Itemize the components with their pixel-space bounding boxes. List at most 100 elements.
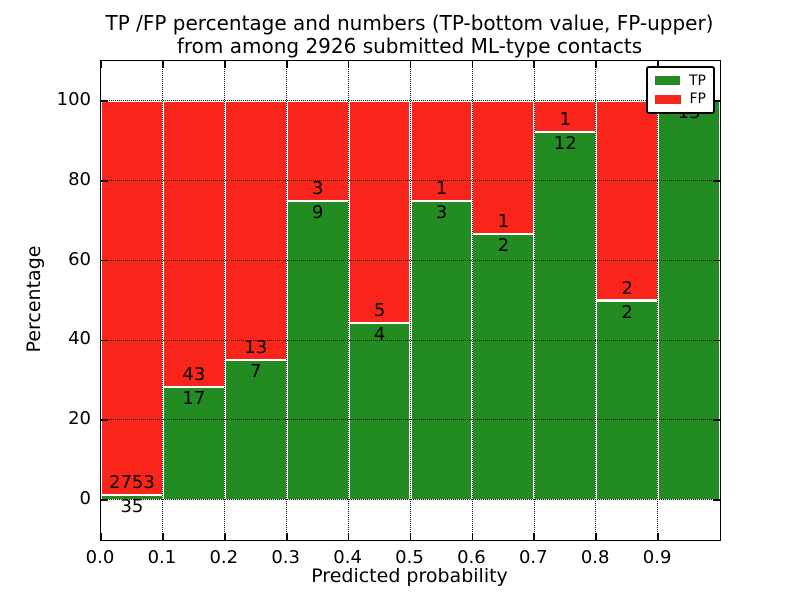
chart-title-line2: from among 2926 submitted ML-type contac… bbox=[176, 34, 643, 58]
y-tick-right bbox=[713, 339, 720, 342]
fp-count-label: 2753 bbox=[109, 472, 155, 494]
x-tick-bottom bbox=[100, 533, 102, 540]
fp-count-label: 1 bbox=[559, 108, 571, 130]
x-tick-label: 0.2 bbox=[209, 547, 239, 568]
x-tick-label: 0.4 bbox=[333, 547, 362, 568]
y-tick-right bbox=[713, 419, 720, 422]
x-tick-bottom bbox=[162, 533, 164, 540]
bar-tp-segment bbox=[472, 233, 535, 501]
x-axis-title: Predicted probability bbox=[311, 565, 508, 587]
bar-tp-segment bbox=[596, 300, 659, 501]
tp-count-label: 12 bbox=[553, 132, 577, 154]
y-tick-label: 40 bbox=[68, 328, 91, 350]
bar-tp-segment bbox=[658, 100, 720, 501]
tp-count-label: 9 bbox=[311, 201, 324, 223]
bar-fp-segment bbox=[348, 100, 411, 323]
x-tick-label: 0.5 bbox=[395, 547, 424, 568]
legend-fp-label: FP bbox=[689, 91, 707, 108]
x-tick-bottom bbox=[657, 533, 659, 540]
x-tick-bottom bbox=[223, 533, 226, 540]
bar-tp-segment bbox=[224, 360, 287, 501]
chart-title-line1: TP /FP percentage and numbers (TP-bottom… bbox=[105, 11, 714, 35]
x-gridline bbox=[162, 61, 164, 540]
legend-tp-swatch-icon bbox=[655, 76, 680, 86]
x-tick-top bbox=[533, 61, 536, 68]
chart-title: TP /FP percentage and numbers (TP-bottom… bbox=[100, 12, 719, 58]
x-tick-label: 0.7 bbox=[518, 547, 548, 568]
fp-count-label: 3 bbox=[311, 177, 324, 199]
x-gridline bbox=[224, 61, 225, 540]
x-gridline bbox=[595, 61, 597, 540]
y-tick-label: 20 bbox=[68, 408, 91, 430]
fp-count-label: 1 bbox=[497, 210, 510, 232]
x-tick-bottom bbox=[471, 533, 474, 540]
legend-tp-label: TP bbox=[689, 72, 706, 89]
x-gridline bbox=[409, 61, 411, 540]
y-tick-left bbox=[101, 419, 108, 422]
tp-count-label: 4 bbox=[373, 323, 386, 345]
bar-fp-segment bbox=[224, 100, 287, 361]
legend: TP FP bbox=[646, 66, 715, 114]
x-tick-top bbox=[409, 61, 412, 68]
x-tick-label: 0.9 bbox=[642, 547, 672, 568]
y-tick-right bbox=[713, 179, 720, 182]
fp-count-label: 5 bbox=[373, 299, 386, 321]
x-tick-top bbox=[162, 61, 164, 68]
x-gridline bbox=[471, 61, 473, 540]
fp-count-label: 1 bbox=[435, 177, 448, 199]
tp-count-label: 3 bbox=[435, 201, 448, 223]
x-gridline bbox=[533, 61, 535, 540]
y-tick-right bbox=[713, 259, 720, 262]
legend-fp-swatch-icon bbox=[655, 94, 681, 104]
x-tick-bottom bbox=[409, 533, 412, 540]
x-tick-top bbox=[285, 61, 288, 68]
y-tick-right bbox=[713, 100, 720, 102]
x-gridline bbox=[657, 61, 659, 540]
y-tick-label: 60 bbox=[68, 248, 91, 270]
x-tick-label: 0.6 bbox=[457, 547, 486, 568]
x-gridline bbox=[347, 61, 349, 540]
x-tick-top bbox=[347, 61, 350, 68]
tp-count-label: 17 bbox=[182, 387, 206, 409]
bar-fp-segment bbox=[162, 100, 225, 387]
x-tick-top bbox=[223, 61, 226, 68]
y-tick-right bbox=[713, 499, 720, 501]
tp-count-label: 7 bbox=[250, 361, 262, 383]
y-tick-left bbox=[101, 339, 108, 342]
bar-tp-segment bbox=[348, 322, 411, 501]
bar-fp-segment bbox=[596, 100, 659, 301]
bar-fp-segment bbox=[472, 100, 535, 234]
fp-count-label: 43 bbox=[182, 364, 206, 385]
x-tick-label: 0.8 bbox=[580, 547, 610, 568]
x-tick-bottom bbox=[285, 533, 288, 540]
x-tick-bottom bbox=[347, 533, 350, 540]
x-tick-bottom bbox=[595, 533, 598, 540]
y-tick-left bbox=[101, 499, 108, 501]
fp-count-label: 2 bbox=[621, 277, 633, 299]
x-tick-top bbox=[595, 61, 598, 68]
legend-item-fp: FP bbox=[655, 91, 706, 107]
x-tick-label: 0.3 bbox=[271, 547, 300, 568]
tp-count-label: 35 bbox=[120, 496, 144, 518]
y-tick-left bbox=[101, 259, 108, 262]
y-tick-label: 0 bbox=[79, 488, 91, 510]
x-tick-label: 0.1 bbox=[147, 547, 177, 568]
bar-fp-segment bbox=[101, 100, 163, 496]
fp-count-label: 13 bbox=[244, 337, 268, 359]
tp-count-label: 2 bbox=[497, 234, 510, 256]
bar-tp-segment bbox=[410, 200, 473, 501]
bar-tp-segment bbox=[286, 200, 349, 501]
y-tick-left bbox=[101, 179, 108, 182]
y-tick-label: 80 bbox=[68, 168, 91, 190]
x-tick-top bbox=[100, 61, 102, 68]
x-tick-label: 0.0 bbox=[85, 547, 115, 568]
tp-count-label: 2 bbox=[621, 301, 633, 323]
y-tick-left bbox=[101, 100, 108, 102]
legend-item-tp: TP bbox=[655, 73, 706, 89]
x-gridline bbox=[285, 61, 287, 540]
x-tick-top bbox=[471, 61, 474, 68]
bar-fp-segment bbox=[534, 100, 597, 132]
bar-tp-segment bbox=[534, 131, 597, 501]
x-tick-top bbox=[657, 61, 659, 68]
